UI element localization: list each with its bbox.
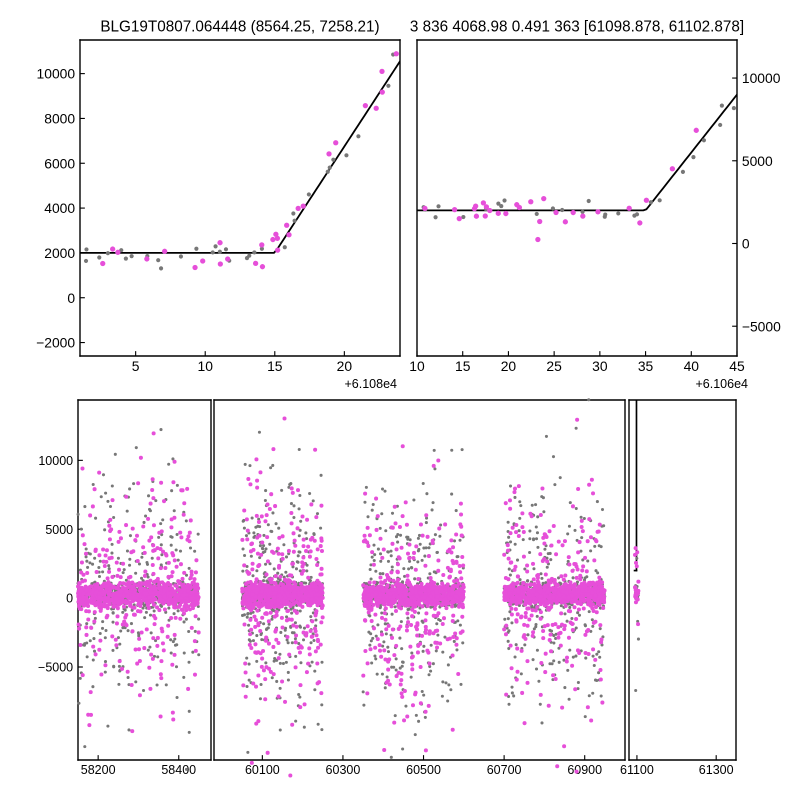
svg-text:60100: 60100 xyxy=(245,763,280,777)
svg-text:25: 25 xyxy=(546,358,562,374)
svg-text:8000: 8000 xyxy=(44,110,75,126)
svg-text:20: 20 xyxy=(337,358,353,374)
svg-text:61300: 61300 xyxy=(699,763,734,777)
svg-text:58200: 58200 xyxy=(81,763,116,777)
svg-text:−5000: −5000 xyxy=(38,661,73,675)
svg-text:6000: 6000 xyxy=(44,155,75,171)
svg-text:2000: 2000 xyxy=(44,245,75,261)
svg-text:10000: 10000 xyxy=(742,70,781,86)
svg-text:10000: 10000 xyxy=(37,66,76,82)
svg-text:3 836 4068.98 0.491 363 [61098: 3 836 4068.98 0.491 363 [61098.878, 6110… xyxy=(410,19,744,36)
svg-text:60900: 60900 xyxy=(567,763,602,777)
svg-text:45: 45 xyxy=(729,358,745,374)
svg-text:40: 40 xyxy=(684,358,700,374)
svg-text:10000: 10000 xyxy=(38,454,73,468)
svg-text:0: 0 xyxy=(66,592,73,606)
svg-text:15: 15 xyxy=(455,358,471,374)
svg-text:35: 35 xyxy=(638,358,654,374)
svg-text:5: 5 xyxy=(132,358,140,374)
svg-text:20: 20 xyxy=(501,358,517,374)
svg-text:60500: 60500 xyxy=(406,763,441,777)
svg-text:BLG19T0807.064448 (8564.25, 72: BLG19T0807.064448 (8564.25, 7258.21) xyxy=(100,19,379,36)
svg-text:0: 0 xyxy=(67,290,75,306)
svg-text:5000: 5000 xyxy=(45,523,73,537)
svg-text:58400: 58400 xyxy=(161,763,196,777)
svg-text:61100: 61100 xyxy=(620,763,654,777)
svg-text:15: 15 xyxy=(267,358,283,374)
svg-text:60300: 60300 xyxy=(326,763,361,777)
svg-text:−2000: −2000 xyxy=(36,335,75,351)
svg-text:60700: 60700 xyxy=(487,763,522,777)
svg-text:0: 0 xyxy=(742,236,750,252)
svg-text:30: 30 xyxy=(592,358,608,374)
svg-text:−5000: −5000 xyxy=(742,318,781,334)
svg-text:5000: 5000 xyxy=(742,153,773,169)
svg-text:4000: 4000 xyxy=(44,200,75,216)
svg-text:10: 10 xyxy=(197,358,213,374)
svg-text:10: 10 xyxy=(409,358,425,374)
